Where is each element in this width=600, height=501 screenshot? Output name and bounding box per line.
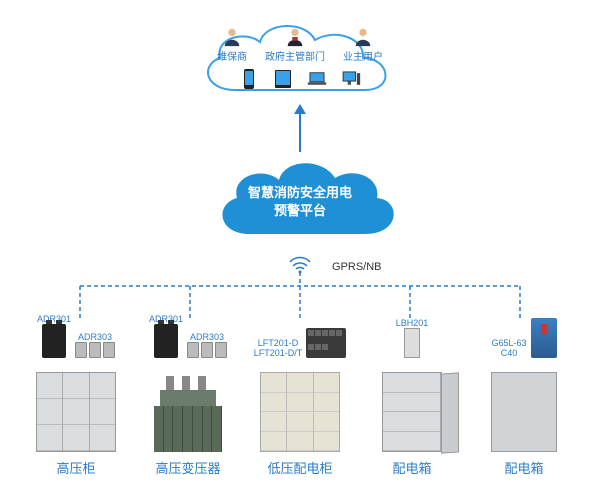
sensor-lft: LFT201-D LFT201-D/T (254, 338, 303, 358)
stakeholder-label: 政府主管部门 (265, 48, 325, 63)
stakeholder-label: 业主用户 (343, 48, 383, 63)
laptop-icon (307, 68, 327, 90)
small-sensor-icon (215, 342, 227, 358)
stakeholder-cloud: 维保商 政府主管部门 业主用户 (185, 10, 415, 110)
sensor-adr301: ADR301 (149, 314, 183, 358)
lv-cabinet-icon (255, 362, 345, 452)
transformer-icon (143, 362, 233, 452)
person-icon (284, 26, 306, 48)
person-icon (221, 26, 243, 48)
sensor-label: ADR301 (37, 314, 71, 324)
sensor-label: ADR303 (190, 332, 224, 342)
sensor-label: LBH201 (396, 318, 429, 328)
sensor-lbh: LBH201 (396, 318, 429, 358)
small-sensor-icon (75, 342, 87, 358)
lbh-unit-icon (404, 328, 420, 358)
sensor-label: LFT201-D (258, 338, 299, 348)
sensor-breaker: G65L-63 C40 (491, 338, 526, 358)
small-sensor-icon (103, 342, 115, 358)
platform-title: 智慧消防安全用电 预警平台 (205, 184, 395, 220)
equipment-label: 高压柜 (56, 458, 95, 477)
equipment-label: 配电箱 (392, 458, 431, 477)
phone-icon (239, 68, 259, 90)
stakeholder-government: 政府主管部门 (265, 26, 325, 63)
equipment-label: 配电箱 (504, 458, 543, 477)
sensor-adr303-group: ADR303 (75, 332, 115, 358)
small-sensor-group (75, 342, 115, 358)
equipment-dist-box-2: G65L-63 C40 配电箱 (470, 310, 578, 477)
equipment-hv-cabinet: ADR301 ADR303 高压柜 (22, 310, 130, 477)
adr-unit-icon (154, 324, 178, 358)
sensor-row: ADR301 ADR303 (149, 310, 227, 358)
platform-title-line2: 预警平台 (205, 202, 395, 220)
stakeholder-maintenance: 维保商 (217, 26, 247, 63)
platform-cloud: 智慧消防安全用电 预警平台 (205, 152, 395, 252)
sensor-row: LBH201 (396, 310, 429, 358)
small-sensor-icon (201, 342, 213, 358)
dist-box-open-icon (367, 362, 457, 452)
equipment-dist-box-1: LBH201 配电箱 (358, 310, 466, 477)
link-protocol-label: GPRS/NB (332, 261, 382, 273)
breaker-icon (531, 318, 557, 358)
sensor-label: LFT201-D/T (254, 348, 303, 358)
person-icon (352, 26, 374, 48)
small-sensor-icon (89, 342, 101, 358)
desktop-icon (341, 68, 361, 90)
sensor-adr301: ADR301 (37, 314, 71, 358)
sensor-row: G65L-63 C40 (491, 310, 556, 358)
small-sensor-icon (187, 342, 199, 358)
adr-unit-icon (42, 324, 66, 358)
stakeholder-owner: 业主用户 (343, 26, 383, 63)
sensor-row: ADR301 ADR303 (37, 310, 115, 358)
equipment-label: 高压变压器 (155, 458, 220, 477)
tablet-icon (273, 68, 293, 90)
sensor-label: C40 (501, 348, 518, 358)
small-sensor-group (187, 342, 227, 358)
sensor-label: G65L-63 (491, 338, 526, 348)
platform-title-line1: 智慧消防安全用电 (205, 184, 395, 202)
equipment-label: 低压配电柜 (267, 458, 332, 477)
stakeholder-row: 维保商 政府主管部门 业主用户 (185, 26, 415, 63)
hv-cabinet-icon (31, 362, 121, 452)
sensor-label: ADR303 (78, 332, 112, 342)
lft-unit-icon (306, 328, 346, 358)
sensor-row: LFT201-D LFT201-D/T (254, 310, 347, 358)
equipment-lv-cabinet: LFT201-D LFT201-D/T 低压配电柜 (246, 310, 354, 477)
dist-box-icon (479, 362, 569, 452)
sensor-adr303-group: ADR303 (187, 332, 227, 358)
device-row (185, 68, 415, 90)
wireless-icon (289, 256, 311, 279)
sensor-label: ADR301 (149, 314, 183, 324)
stakeholder-label: 维保商 (217, 48, 247, 63)
uplink-arrow (299, 112, 301, 152)
system-topology-diagram: 维保商 政府主管部门 业主用户 智慧消防安全用电 预警平台 (0, 0, 600, 501)
equipment-row: ADR301 ADR303 高压柜 (0, 310, 600, 477)
equipment-transformer: ADR301 ADR303 高压变压器 (134, 310, 242, 477)
